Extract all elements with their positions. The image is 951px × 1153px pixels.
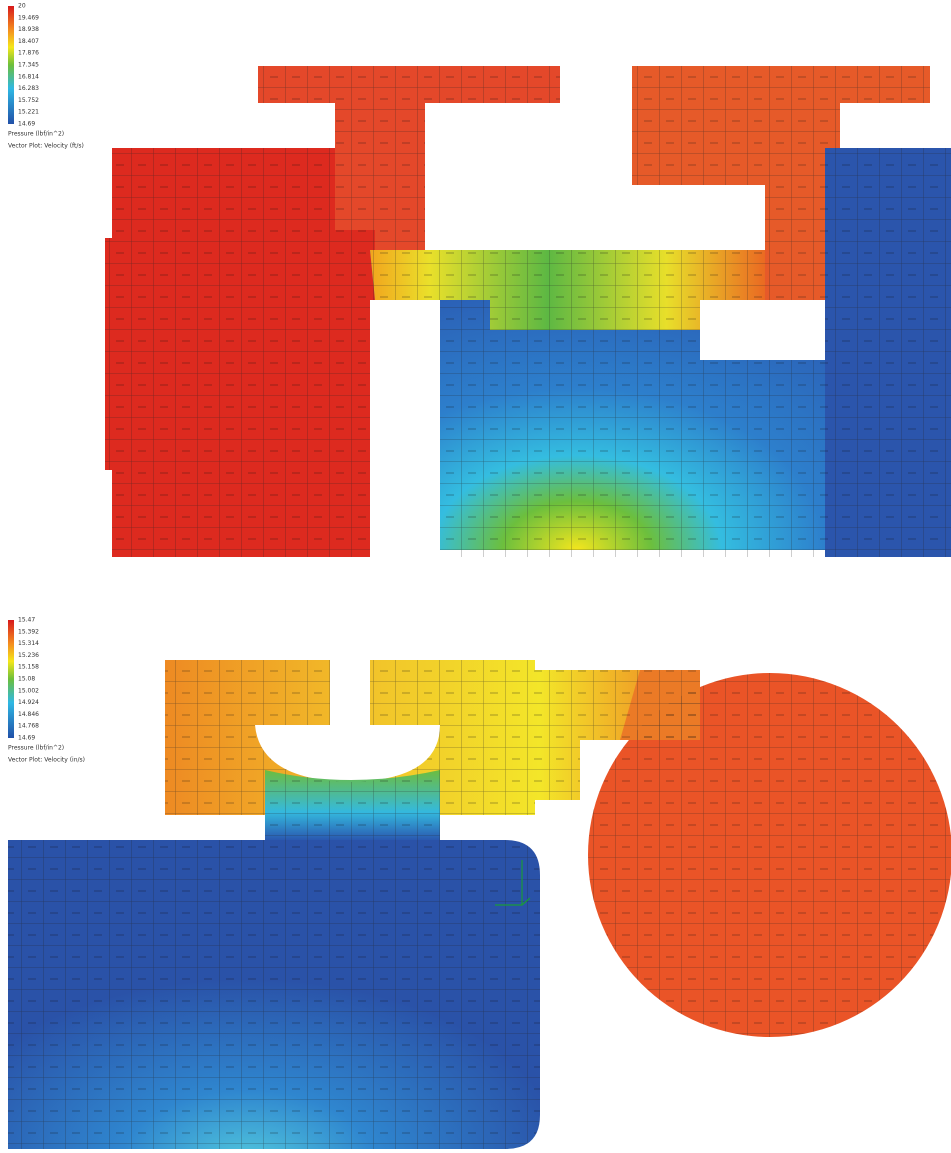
top-panel: [8, 6, 951, 557]
vector-plot-label: Vector Plot: Velocity (in/s): [8, 757, 85, 764]
vector-plot-label: Vector Plot: Velocity (ft/s): [8, 143, 84, 150]
legend-tick-label: 14.69: [18, 735, 35, 742]
legend-tick-label: 15.236: [18, 652, 39, 659]
top-geometry: [105, 66, 951, 557]
mesh-grid: [588, 673, 951, 1037]
mesh-grid: [105, 66, 951, 557]
page: 20 19.469 18.938 18.407 17.876 17.345 16.814 16…: [0, 0, 951, 1149]
legend-tick-label: 15.002: [18, 687, 39, 694]
legend-tick-label: 14.846: [18, 711, 39, 718]
legend-tick-label: 14.924: [18, 699, 39, 706]
legend-tick-label: 15.08: [18, 676, 35, 683]
legend-labels: 20 19.469 18.938 18.407 17.876 17.345 16.814 16…: [8, 3, 85, 764]
legend-tick-label: 20: [18, 3, 26, 10]
legend-tick-label: 15.221: [18, 109, 39, 116]
simulation-figure: 20 19.469 18.938 18.407 17.876 17.345 16.814 16…: [0, 0, 951, 1149]
legend-tick-label: 15.752: [18, 97, 39, 104]
legend-tick-label: 19.469: [18, 14, 39, 21]
legend-tick-label: 17.345: [18, 62, 39, 69]
legend-tick-label: 15.158: [18, 664, 39, 671]
bottom-panel: [8, 620, 951, 1149]
bottom-geometry: [8, 660, 951, 1149]
legend-tick-label: 18.407: [18, 38, 39, 45]
legend-tick-label: 14.69: [18, 121, 35, 128]
legend-tick-label: 15.392: [18, 628, 39, 635]
legend-tick-label: 17.876: [18, 50, 39, 57]
legend-tick-label: 16.814: [18, 73, 39, 80]
color-bar: [8, 6, 14, 124]
legend-tick-label: 18.938: [18, 26, 39, 33]
legend-quantity: Pressure (lbf/in^2): [8, 131, 64, 138]
color-bar: [8, 620, 14, 738]
legend-tick-label: 16.283: [18, 85, 39, 92]
legend-quantity: Pressure (lbf/in^2): [8, 745, 64, 752]
legend-tick-label: 15.47: [18, 617, 35, 624]
legend-tick-label: 14.768: [18, 723, 39, 730]
legend-tick-label: 15.314: [18, 640, 39, 647]
